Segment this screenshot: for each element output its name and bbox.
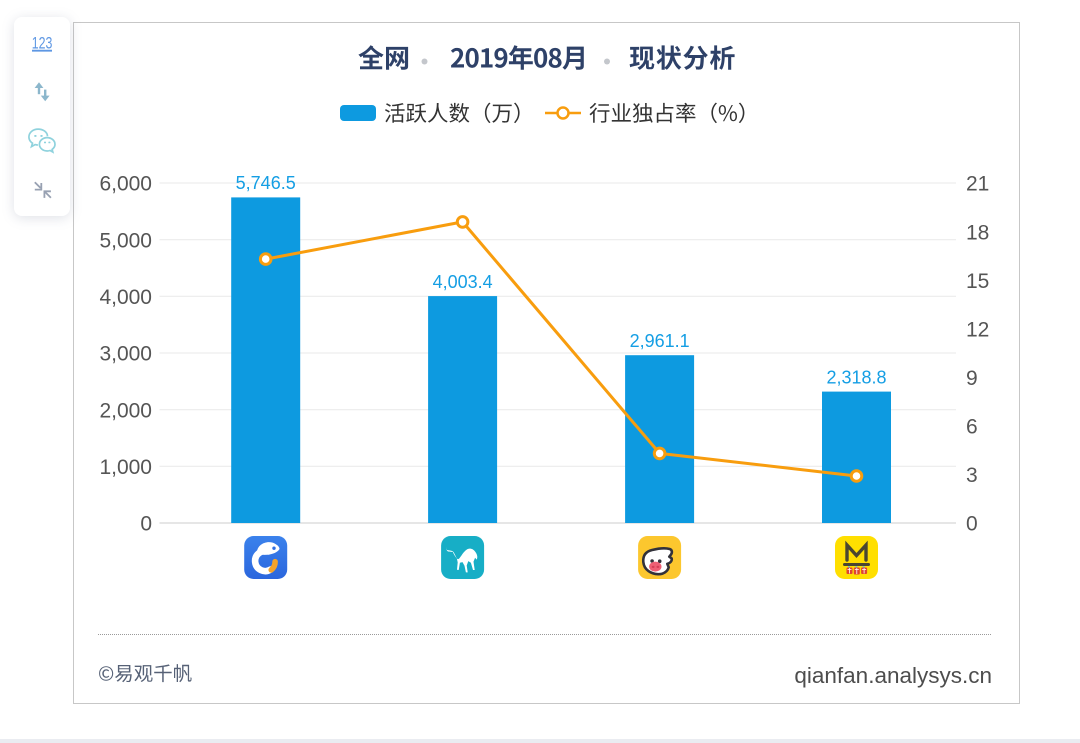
svg-text:15: 15: [966, 270, 989, 293]
svg-text:2,961.1: 2,961.1: [630, 331, 690, 351]
svg-text:2,000: 2,000: [99, 399, 152, 422]
svg-text:1,000: 1,000: [99, 456, 152, 479]
svg-text:6: 6: [966, 416, 978, 439]
svg-text:9: 9: [966, 367, 978, 390]
svg-text:4,000: 4,000: [99, 286, 152, 309]
svg-text:3: 3: [966, 464, 978, 487]
svg-text:5,000: 5,000: [99, 229, 152, 252]
svg-text:123: 123: [32, 35, 53, 53]
svg-text:18: 18: [966, 221, 989, 244]
svg-text:4,003.4: 4,003.4: [433, 272, 493, 292]
svg-text:3,000: 3,000: [99, 343, 152, 366]
svg-text:0: 0: [966, 513, 978, 536]
svg-text:6,000: 6,000: [99, 173, 152, 196]
svg-text:2,318.8: 2,318.8: [826, 367, 886, 387]
svg-text:0: 0: [140, 513, 152, 536]
svg-text:qianfan.analysys.cn: qianfan.analysys.cn: [794, 663, 992, 688]
svg-text:5,746.5: 5,746.5: [236, 173, 296, 193]
svg-text:12: 12: [966, 318, 989, 341]
svg-text:21: 21: [966, 173, 989, 196]
